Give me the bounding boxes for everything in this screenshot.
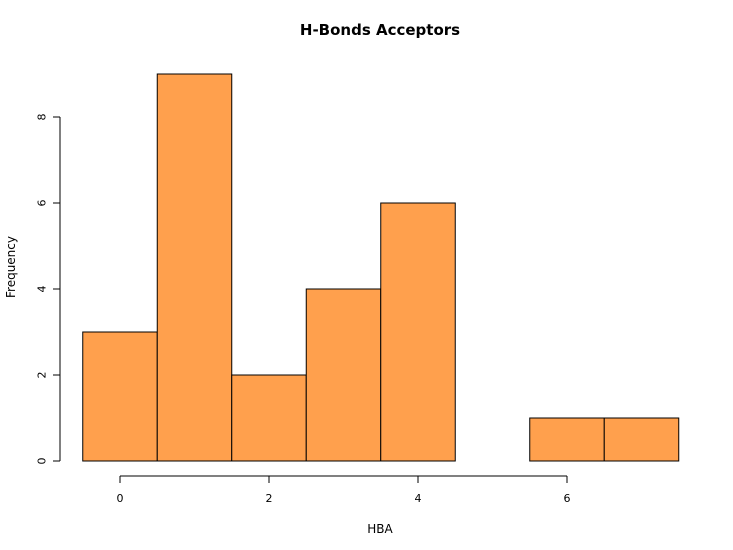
histogram-bar (305, 288, 382, 462)
y-tick-label: 6 (36, 200, 49, 207)
x-tick-label: 6 (564, 492, 571, 505)
y-tick-label: 2 (36, 372, 49, 379)
x-axis-label: HBA (367, 522, 393, 536)
chart-title: H-Bonds Acceptors (300, 21, 460, 39)
y-axis: 0 2 4 6 8 (36, 114, 61, 465)
histogram-bar (529, 417, 605, 462)
x-tick-label: 4 (415, 492, 422, 505)
y-tick-label: 4 (36, 286, 49, 293)
x-tick-label: 2 (266, 492, 273, 505)
x-axis: 0 2 4 6 (117, 475, 571, 505)
y-tick-label: 0 (36, 458, 49, 465)
histogram-bar (82, 331, 158, 462)
histogram-bar (380, 202, 456, 462)
y-tick-label: 8 (36, 114, 49, 121)
histogram-bar (156, 73, 233, 462)
x-tick-label: 0 (117, 492, 124, 505)
bars-group (82, 73, 680, 462)
y-axis-label: Frequency (4, 236, 18, 298)
histogram-bar (603, 417, 680, 462)
histogram-bar (231, 374, 307, 462)
